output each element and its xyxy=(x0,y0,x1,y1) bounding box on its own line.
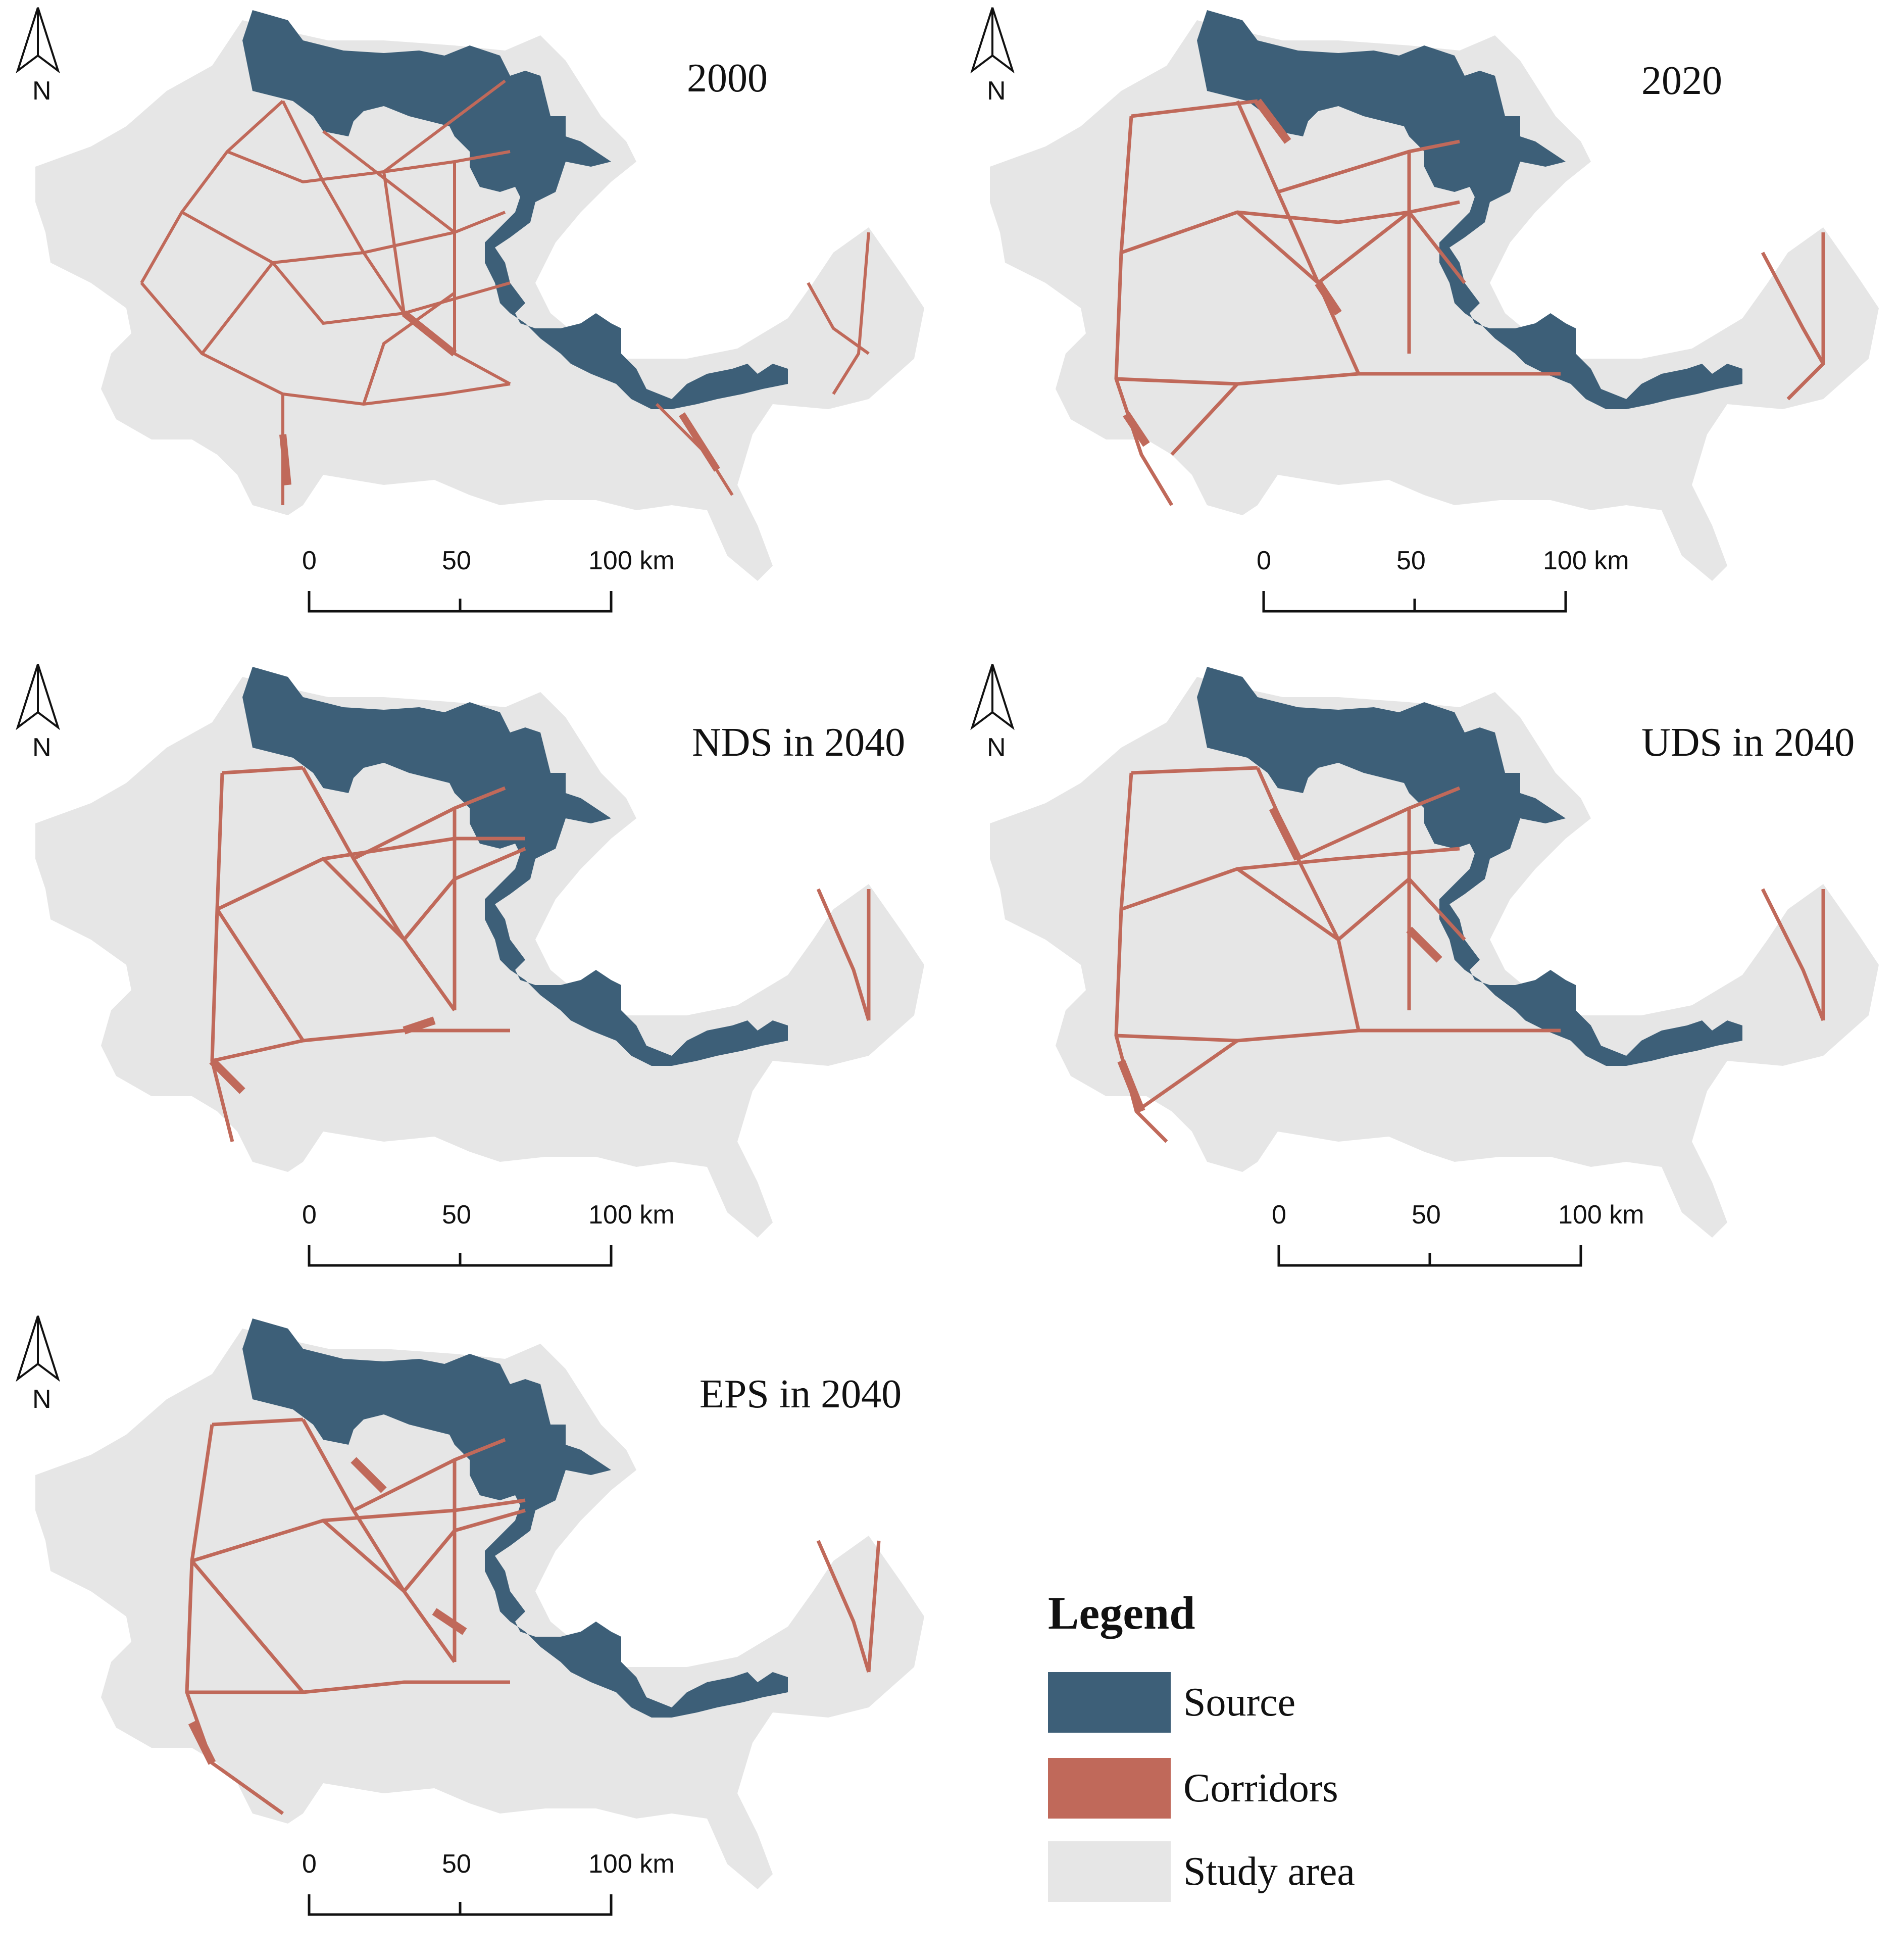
scale-bar: 0 50 100 km xyxy=(293,1200,747,1281)
wide-corridors xyxy=(1117,806,1442,1113)
scale-tick-0: 0 xyxy=(302,1200,317,1230)
scale-bar: 0 50 100 km xyxy=(1263,1200,1717,1281)
panel-title: EPS in 2040 xyxy=(699,1372,902,1416)
panel-title: UDS in 2040 xyxy=(1641,720,1855,765)
corridors xyxy=(210,766,871,1142)
scale-tick-100: 100 km xyxy=(1558,1200,1644,1230)
scale-tick-100: 100 km xyxy=(1543,546,1629,575)
wide-corridors xyxy=(279,310,720,485)
scale-tick-100: 100 km xyxy=(588,1200,675,1230)
legend-label-corridors: Corridors xyxy=(1183,1766,1338,1810)
north-label: N xyxy=(32,76,52,106)
legend-swatch-source xyxy=(1048,1672,1171,1733)
wide-corridors xyxy=(188,1457,467,1765)
north-label: N xyxy=(987,733,1006,762)
scale-tick-0: 0 xyxy=(1257,546,1271,575)
north-arrow: N xyxy=(965,662,1020,768)
map-panel-uds-2040: N UDS in 2040 0 50 100 km xyxy=(955,657,1899,1308)
scale-tick-0: 0 xyxy=(1272,1200,1286,1230)
map-eps-2040 xyxy=(35,1318,924,1889)
legend-swatch-corridors xyxy=(1048,1758,1171,1819)
legend-item-source: Source xyxy=(1048,1672,1402,1735)
scale-tick-50: 50 xyxy=(442,1200,471,1230)
legend-title: Legend xyxy=(1048,1587,1195,1639)
map-2020 xyxy=(990,10,1879,581)
north-label: N xyxy=(32,733,52,762)
map-2000 xyxy=(35,10,924,581)
north-arrow: N xyxy=(10,662,66,768)
panel-title: 2020 xyxy=(1641,59,1722,103)
map-panel-eps-2040: N EPS in 2040 0 50 100 km xyxy=(0,1308,944,1960)
map-panel-2020: N 2020 0 50 100 km xyxy=(955,0,1899,652)
north-label: N xyxy=(987,76,1006,106)
legend-swatch-study-area xyxy=(1048,1841,1171,1902)
north-label: N xyxy=(32,1385,52,1414)
wide-corridors xyxy=(1123,99,1342,447)
legend-item-study-area: Study area xyxy=(1048,1841,1402,1904)
scale-tick-0: 0 xyxy=(302,546,317,575)
legend-item-corridors: Corridors xyxy=(1048,1758,1402,1821)
scale-tick-50: 50 xyxy=(442,1849,471,1879)
scale-bar: 0 50 100 km xyxy=(1247,546,1702,626)
panel-title: 2000 xyxy=(687,56,768,101)
scale-tick-0: 0 xyxy=(302,1849,317,1879)
legend: Legend Source Corridors Study area xyxy=(1045,1586,1399,1909)
legend-label-study-area: Study area xyxy=(1183,1849,1355,1894)
north-arrow: N xyxy=(965,5,1020,111)
wide-corridors xyxy=(209,1016,436,1094)
scale-tick-100: 100 km xyxy=(588,546,675,575)
legend-label-source: Source xyxy=(1183,1680,1296,1725)
scale-tick-100: 100 km xyxy=(588,1849,675,1879)
scale-tick-50: 50 xyxy=(1396,546,1426,575)
map-panel-2000: N 2000 0 50 100 km xyxy=(0,0,944,652)
corridors xyxy=(1114,99,1825,506)
scale-tick-50: 50 xyxy=(442,546,471,575)
map-uds-2040 xyxy=(990,667,1879,1238)
north-arrow: N xyxy=(10,5,66,111)
panel-title: NDS in 2040 xyxy=(692,720,906,765)
scale-tick-50: 50 xyxy=(1412,1200,1441,1230)
north-arrow: N xyxy=(10,1313,66,1419)
scale-bar: 0 50 100 km xyxy=(293,1849,747,1930)
map-nds-2040 xyxy=(35,667,924,1238)
scale-bar: 0 50 100 km xyxy=(293,546,747,626)
map-panel-nds-2040: N NDS in 2040 0 50 100 km xyxy=(0,657,944,1308)
